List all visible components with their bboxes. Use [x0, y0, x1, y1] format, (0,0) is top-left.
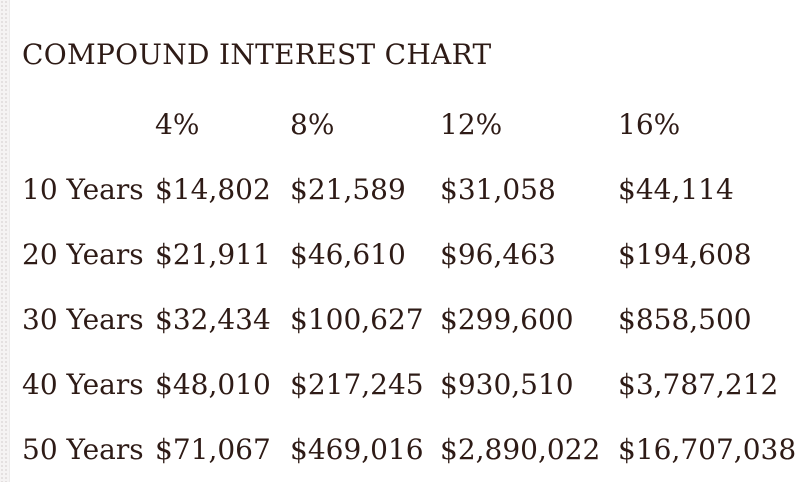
value-cell: $71,067 — [155, 433, 271, 466]
row-label: 40 Years — [22, 368, 144, 401]
table-row: 40 Years $48,010 $217,245 $930,510 $3,78… — [22, 352, 806, 417]
value-cell: $48,010 — [155, 368, 271, 401]
header-cell-4pct: 4% — [155, 108, 200, 141]
page-title: COMPOUND INTEREST CHART — [22, 38, 492, 71]
table-row: 50 Years $71,067 $469,016 $2,890,022 $16… — [22, 417, 806, 482]
value-cell: $2,890,022 — [440, 433, 601, 466]
value-cell: $217,245 — [290, 368, 424, 401]
table-row: 10 Years $14,802 $21,589 $31,058 $44,114 — [22, 157, 806, 222]
header-cell-8pct: 8% — [290, 108, 335, 141]
value-cell: $14,802 — [155, 173, 271, 206]
value-cell: $96,463 — [440, 238, 556, 271]
row-label: 30 Years — [22, 303, 144, 336]
value-cell: $31,058 — [440, 173, 556, 206]
value-cell: $100,627 — [290, 303, 424, 336]
row-label: 50 Years — [22, 433, 144, 466]
value-cell: $469,016 — [290, 433, 424, 466]
row-label: 20 Years — [22, 238, 144, 271]
value-cell: $21,589 — [290, 173, 406, 206]
value-cell: $32,434 — [155, 303, 271, 336]
compound-interest-table: 4% 8% 12% 16% 10 Years $14,802 $21,589 $… — [22, 92, 806, 482]
value-cell: $44,114 — [618, 173, 734, 206]
value-cell: $16,707,038 — [618, 433, 797, 466]
value-cell: $930,510 — [440, 368, 574, 401]
value-cell: $194,608 — [618, 238, 752, 271]
value-cell: $21,911 — [155, 238, 271, 271]
table-header-row: 4% 8% 12% 16% — [22, 92, 806, 157]
table-row: 30 Years $32,434 $100,627 $299,600 $858,… — [22, 287, 806, 352]
row-label: 10 Years — [22, 173, 144, 206]
value-cell: $3,787,212 — [618, 368, 779, 401]
header-cell-empty — [22, 92, 155, 157]
value-cell: $858,500 — [618, 303, 752, 336]
value-cell: $299,600 — [440, 303, 574, 336]
table-row: 20 Years $21,911 $46,610 $96,463 $194,60… — [22, 222, 806, 287]
value-cell: $46,610 — [290, 238, 406, 271]
page-edge-texture — [0, 0, 10, 482]
header-cell-12pct: 12% — [440, 108, 503, 141]
header-cell-16pct: 16% — [618, 108, 681, 141]
